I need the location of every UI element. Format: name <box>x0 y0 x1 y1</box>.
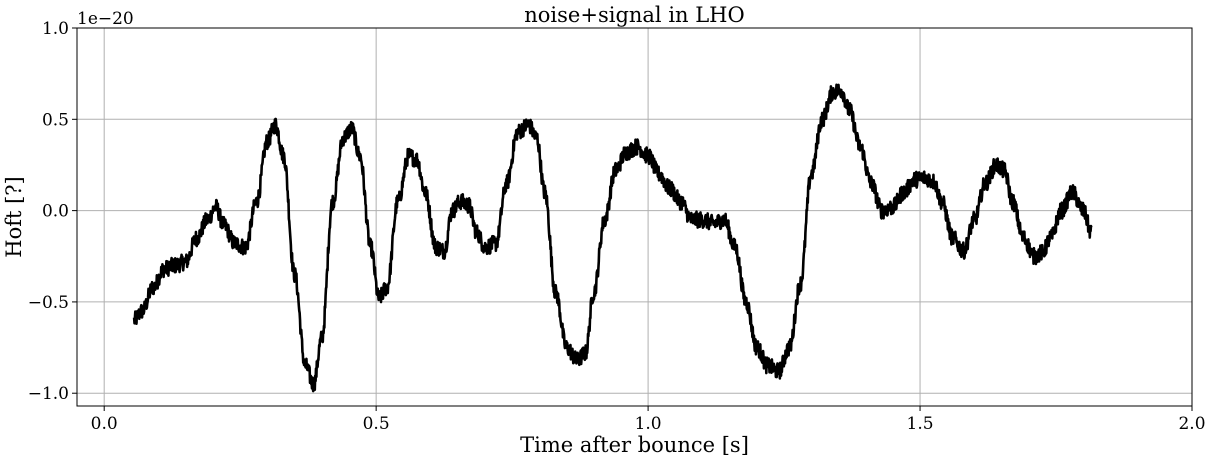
plot-frame <box>76 27 1193 407</box>
y-tick-label: 0.0 <box>42 202 69 222</box>
y-tick-label: −1.0 <box>28 384 69 404</box>
x-tick-label: 0.5 <box>363 414 390 434</box>
x-axis: 0.0 0.5 1.0 1.5 2.0 <box>91 406 1206 434</box>
x-axis-label: Time after bounce [s] <box>520 433 749 457</box>
series-layer <box>132 83 1093 393</box>
chart-title: noise+signal in LHO <box>524 3 744 27</box>
x-tick-label: 1.0 <box>635 414 662 434</box>
grid <box>77 27 1193 406</box>
y-tick-label: −0.5 <box>28 293 69 313</box>
y-axis-label: Hoft [?] <box>2 176 26 258</box>
y-offset-text: 1e−20 <box>77 9 134 29</box>
x-tick-label: 2.0 <box>1178 414 1205 434</box>
y-tick-label: 1.0 <box>42 19 69 39</box>
y-axis: −1.0 −0.5 0.0 0.5 1.0 <box>28 19 77 404</box>
y-tick-label: 0.5 <box>42 110 69 130</box>
x-tick-label: 1.5 <box>907 414 934 434</box>
x-tick-label: 0.0 <box>91 414 118 434</box>
series-line <box>132 83 1093 393</box>
